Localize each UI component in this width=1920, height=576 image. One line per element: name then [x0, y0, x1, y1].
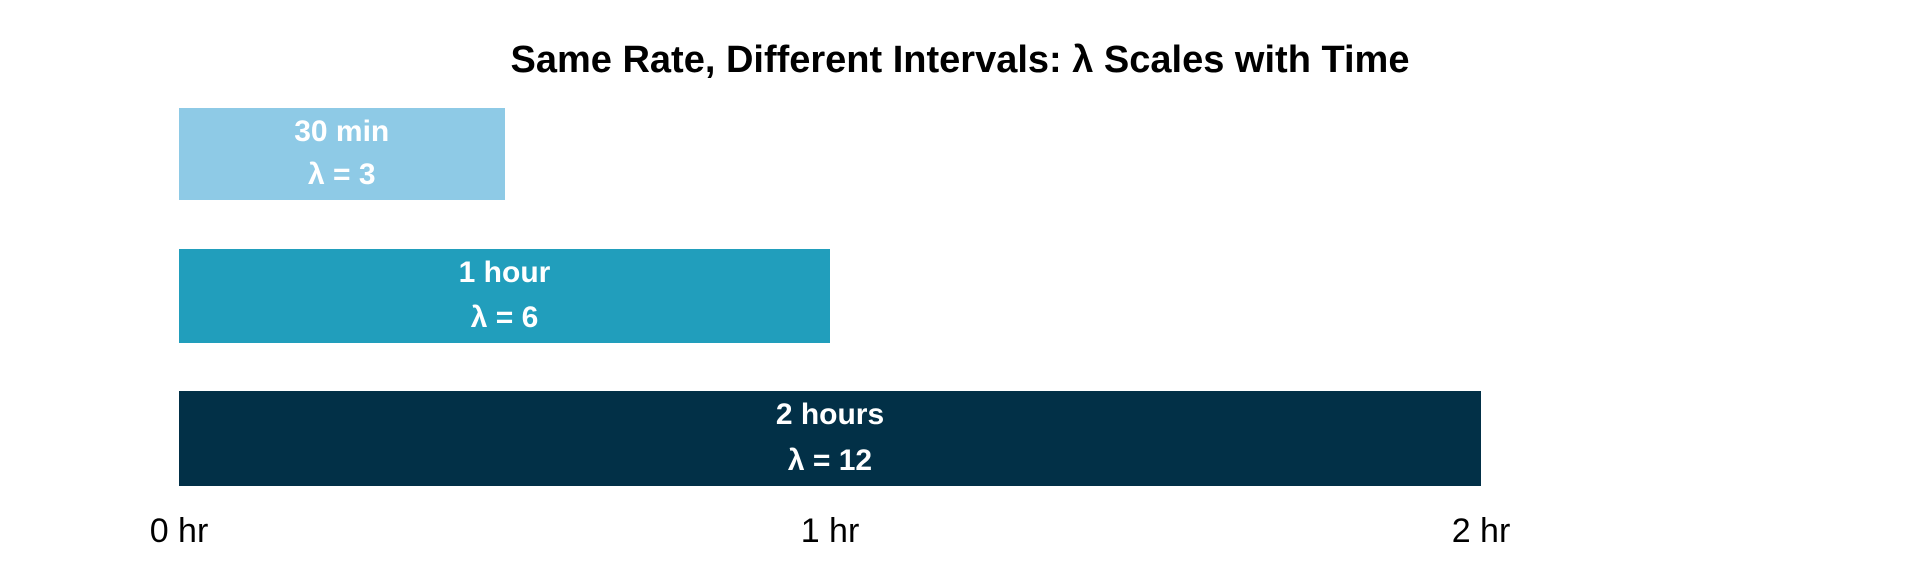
interval-bar-2: 1 hour λ = 6 — [179, 249, 830, 343]
x-axis-tick-label-0hr: 0 hr — [149, 512, 209, 550]
x-axis-tick-label-2hr: 2 hr — [1451, 512, 1511, 550]
x-axis-tick-label-1hr: 1 hr — [800, 512, 860, 550]
plot-area: 30 min λ = 3 1 hour λ = 6 2 hours λ = 12 0 hr 1… — [150, 0, 1510, 576]
interval-bar-3: 2 hours λ = 12 — [179, 391, 1481, 486]
bar-lambda-label: λ = 12 — [787, 444, 873, 477]
chart-title: Same Rate, Different Intervals: λ Scales… — [510, 39, 1410, 81]
bar-interval-label: 1 hour — [458, 256, 551, 289]
bar-lambda-label: λ = 3 — [307, 158, 376, 191]
bar-lambda-label: λ = 6 — [470, 301, 539, 334]
interval-bar-1: 30 min λ = 3 — [179, 108, 505, 200]
bar-interval-label: 2 hours — [775, 398, 885, 431]
bar-interval-label: 30 min — [294, 115, 390, 148]
